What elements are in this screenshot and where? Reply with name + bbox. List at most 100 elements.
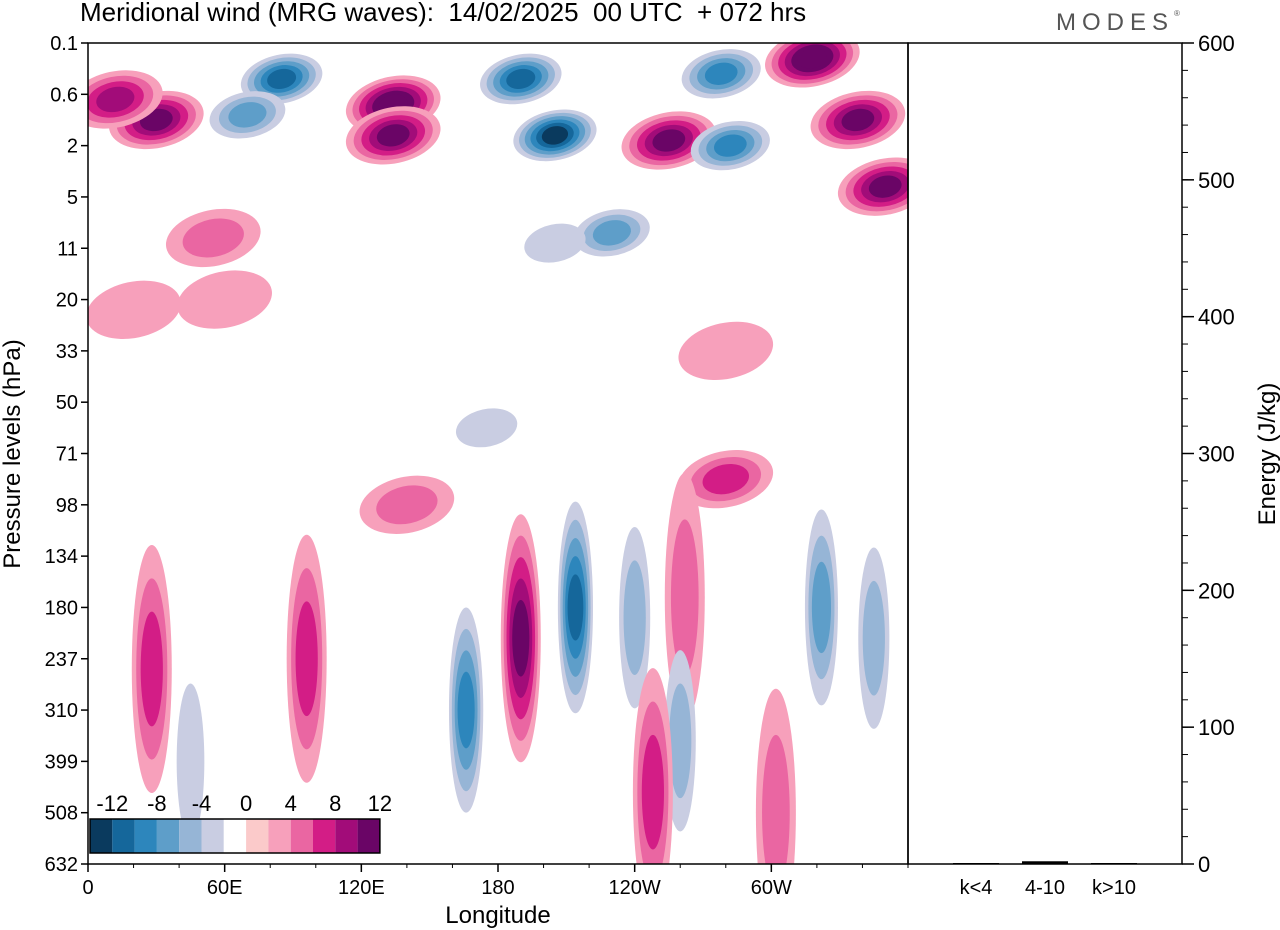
y-tick-label: 2 xyxy=(67,136,78,158)
contour-blob xyxy=(652,129,686,152)
energy-tick-label: 600 xyxy=(1198,31,1235,56)
contour-blob xyxy=(88,280,181,339)
colorbar-swatch xyxy=(313,819,336,853)
contour-blob xyxy=(524,223,586,263)
colorbar-swatch xyxy=(290,819,313,853)
energy-tick-label: 500 xyxy=(1198,168,1235,193)
y-axis-label: Pressure levels (hPa) xyxy=(0,339,26,568)
y-tick-label: 50 xyxy=(56,392,78,414)
y-axis: 0.1 0.6 2 5 11 20 33 50 71 98 134 180 237 310 399 508 63… xyxy=(45,33,88,876)
contour-blob xyxy=(762,734,790,864)
energy-tick-label: 300 xyxy=(1198,442,1235,467)
colorbar-swatch xyxy=(357,819,380,853)
contour-blob xyxy=(678,321,774,381)
contour-blob xyxy=(670,519,699,676)
contour-blob xyxy=(228,102,267,128)
contour-blob xyxy=(176,683,205,840)
contour-blob xyxy=(541,126,569,145)
contour-blob xyxy=(455,408,518,448)
y-tick-label: 33 xyxy=(56,341,78,363)
energy-category-label: k>10 xyxy=(1092,877,1136,899)
x-axis-label: Longitude xyxy=(445,902,550,929)
contour-blob xyxy=(592,220,631,246)
energy-category-label: 4-10 xyxy=(1025,877,1065,899)
contour-blob xyxy=(868,175,902,198)
x-tick-label: 0 xyxy=(82,877,93,899)
x-tick-label: 60E xyxy=(207,877,243,899)
energy-y-axis: 0 100 200 300 400 500 600 xyxy=(1182,31,1235,877)
energy-axis-label: Energy (J/kg) xyxy=(1254,383,1280,526)
y-tick-label: 399 xyxy=(45,751,78,773)
colorbar-swatch xyxy=(268,819,291,853)
contour-blob xyxy=(862,580,885,696)
colorbar-label: 4 xyxy=(285,791,297,816)
contour-blob xyxy=(623,560,646,676)
y-tick-label: 508 xyxy=(45,803,78,825)
contour-blob xyxy=(376,124,410,147)
y-tick-label: 5 xyxy=(67,187,78,209)
contour-blob xyxy=(457,671,475,749)
contour-blob xyxy=(641,734,665,850)
contour-blob xyxy=(713,134,747,157)
colorbar-swatch xyxy=(246,819,269,853)
contour-blob xyxy=(512,599,530,677)
x-axis: 0 60E 120E 180 120W 60W xyxy=(82,864,909,899)
colorbar-label: 8 xyxy=(329,791,341,816)
contour-blob xyxy=(797,48,827,69)
energy-panel-frame xyxy=(907,42,1183,865)
contour-blob xyxy=(669,683,692,799)
logo-text: MODES xyxy=(1056,9,1175,36)
colorbar-label: -8 xyxy=(147,791,167,816)
y-tick-label: 71 xyxy=(56,444,78,466)
energy-bar xyxy=(1091,863,1137,864)
energy-bars: k<4 4-10 k>10 xyxy=(953,861,1137,899)
modes-logo: MODES® xyxy=(1056,9,1180,37)
y-tick-label: 180 xyxy=(45,597,78,619)
contour-blob xyxy=(567,574,584,641)
colorbar-swatch xyxy=(201,819,224,853)
contour-blob xyxy=(177,270,272,329)
energy-tick-label: 0 xyxy=(1198,852,1210,877)
y-tick-label: 0.1 xyxy=(50,33,78,55)
y-tick-label: 632 xyxy=(45,854,78,876)
colorbar-swatch xyxy=(223,819,247,853)
contour-field xyxy=(88,43,908,864)
contour-blob xyxy=(376,485,438,525)
energy-bar xyxy=(1022,861,1068,864)
colorbar-swatch xyxy=(112,819,135,853)
colorbar-swatch xyxy=(156,819,180,853)
colorbar: -12 -8 -4 0 4 8 12 xyxy=(89,791,392,854)
contour-blob xyxy=(96,86,135,113)
energy-bar xyxy=(953,863,999,864)
x-tick-label: 60W xyxy=(751,877,792,899)
chart-title: Meridional wind (MRG waves): 14/02/2025 … xyxy=(80,0,807,27)
energy-tick-label: 100 xyxy=(1198,715,1235,740)
energy-category-label: k<4 xyxy=(960,877,993,899)
x-tick-label: 120E xyxy=(338,877,385,899)
colorbar-label: -4 xyxy=(192,791,212,816)
colorbar-swatch xyxy=(335,819,358,853)
y-tick-label: 310 xyxy=(45,700,78,722)
registered-mark: ® xyxy=(1174,9,1180,18)
contour-blob xyxy=(506,68,536,89)
colorbar-label: 0 xyxy=(240,791,252,816)
contour-blob xyxy=(704,62,738,85)
y-tick-label: 20 xyxy=(56,290,78,312)
colorbar-frame xyxy=(89,818,381,854)
contour-blob xyxy=(811,561,832,654)
colorbar-swatch xyxy=(90,819,113,853)
contour-blob xyxy=(267,68,297,89)
colorbar-swatch xyxy=(179,819,202,853)
y-tick-label: 98 xyxy=(56,495,78,517)
y-tick-label: 0.6 xyxy=(50,84,78,106)
y-tick-label: 237 xyxy=(45,649,78,671)
colorbar-label: -12 xyxy=(96,791,128,816)
contour-blob xyxy=(702,463,750,495)
energy-tick-label: 400 xyxy=(1198,305,1235,330)
colorbar-label: 12 xyxy=(368,791,392,816)
y-tick-label: 11 xyxy=(57,238,78,260)
x-tick-label: 180 xyxy=(481,877,514,899)
x-tick-label: 120W xyxy=(609,877,661,899)
contour-blob xyxy=(182,218,244,258)
